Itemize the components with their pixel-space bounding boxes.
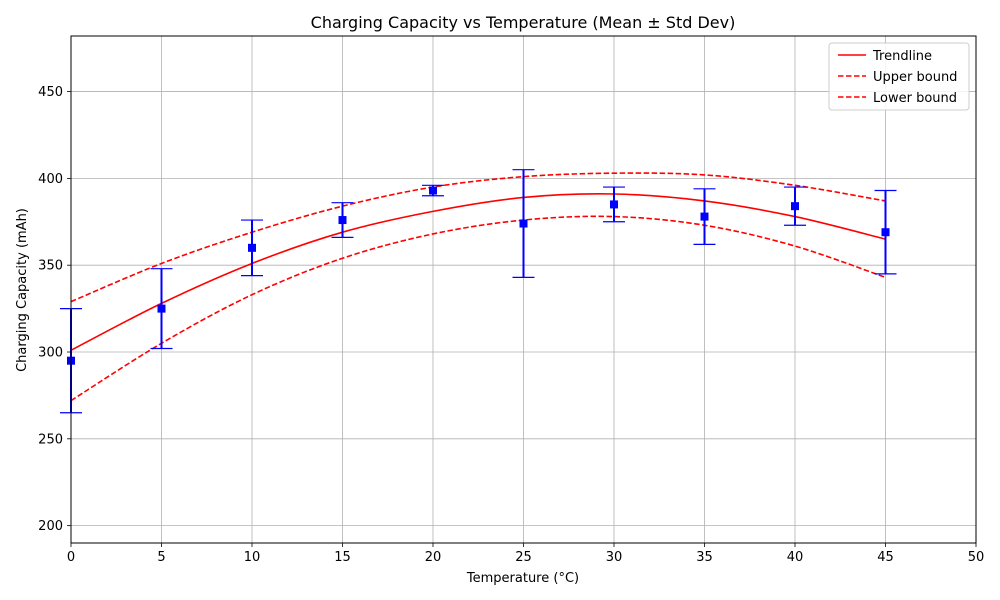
legend: Trendline Upper bound Lower bound: [828, 42, 970, 111]
y-axis-ticks: 200 250 300 350 400 450: [38, 85, 71, 534]
legend-box: [828, 42, 970, 111]
x-tick-label: 30: [606, 550, 623, 565]
series-line-trendline: [70, 193, 886, 351]
data-point: [700, 212, 709, 221]
legend-label-lower-bound: Lower bound: [873, 91, 957, 106]
data-point: [157, 304, 166, 313]
y-tick-label: 300: [38, 346, 63, 361]
data-point: [429, 186, 437, 195]
lines-layer: [70, 172, 886, 402]
x-tick-label: 35: [696, 550, 713, 565]
y-tick-label: 400: [38, 172, 63, 187]
y-tick-label: 250: [38, 432, 63, 447]
x-tick-label: 0: [67, 550, 75, 565]
data-point: [791, 202, 799, 211]
series-line-upper-bound: [70, 172, 886, 303]
x-tick-label: 45: [877, 550, 894, 565]
x-tick-label: 40: [787, 550, 804, 565]
x-tick-label: 25: [515, 550, 532, 565]
y-axis-label: Charging Capacity (mAh): [15, 208, 30, 372]
data-point: [248, 243, 256, 252]
series-line-lower-bound: [70, 215, 886, 402]
data-point: [610, 200, 618, 209]
legend-label-upper-bound: Upper bound: [873, 70, 957, 85]
data-point: [881, 228, 890, 237]
y-tick-label: 200: [38, 519, 63, 534]
chart-title: Charging Capacity vs Temperature (Mean ±…: [311, 13, 736, 32]
legend-label-trendline: Trendline: [872, 49, 932, 64]
x-tick-label: 5: [157, 550, 165, 565]
x-tick-label: 20: [425, 550, 442, 565]
x-tick-label: 50: [968, 550, 985, 565]
data-point: [519, 219, 528, 228]
y-tick-label: 350: [38, 259, 63, 274]
data-point: [338, 216, 347, 225]
x-axis-ticks: 0 5 10 15 20 25 30 35 40 45 50: [67, 543, 984, 565]
x-tick-label: 15: [334, 550, 351, 565]
x-tick-label: 10: [244, 550, 261, 565]
x-axis-label: Temperature (°C): [466, 571, 579, 586]
y-tick-label: 450: [38, 85, 63, 100]
